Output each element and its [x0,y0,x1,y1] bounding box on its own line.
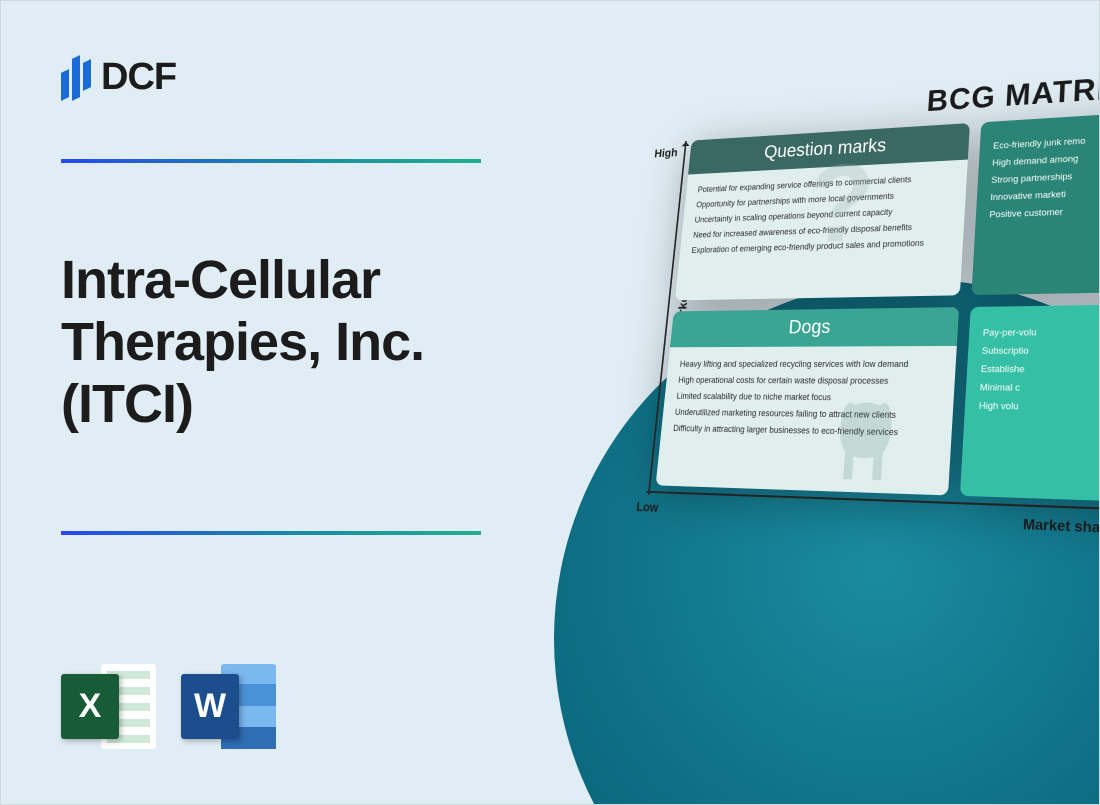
axis-y-high-label: High [654,146,678,160]
axis-y-low-label: Low [636,499,659,514]
logo-text: DCF [101,56,176,99]
bcg-matrix: BCG MATRIX High Low Market growth Market… [656,110,1100,503]
quadrant-body: Potential for expanding service offering… [678,160,968,269]
list-item: Pay-per-volu [982,323,1100,343]
list-item: Heavy lifting and specialized recycling … [679,356,943,373]
quadrant-body: Pay-per-volu Subscriptio Establishe Mini… [964,304,1100,430]
list-item: Minimal c [979,379,1100,399]
quadrant-body: Eco-friendly junk remo High demand among… [975,110,1100,235]
word-icon[interactable]: W [181,659,276,754]
matrix-grid: ? Question marks Potential for expanding… [656,110,1100,503]
divider-bottom [61,531,481,535]
page-title: Intra-CellularTherapies, Inc.(ITCI) [61,249,424,435]
quadrant-question-marks: ? Question marks Potential for expanding… [675,123,970,300]
list-item: Subscriptio [981,342,1100,361]
quadrant-cash-cows: Pay-per-volu Subscriptio Establishe Mini… [960,304,1100,503]
list-item: High operational costs for certain waste… [677,372,941,390]
logo-bars-icon [61,57,91,99]
list-item: High volu [978,398,1100,419]
file-icons: X W [61,659,276,754]
quadrant-header: Dogs [670,307,959,347]
list-item: Establishe [980,361,1100,380]
quadrant-body: Heavy lifting and specialized recycling … [660,346,957,453]
presentation-card: DCF Intra-CellularTherapies, Inc.(ITCI) … [0,0,1100,805]
list-item: Difficulty in attracting larger business… [672,421,938,443]
logo: DCF [61,56,176,99]
quadrant-stars: Eco-friendly junk remo High demand among… [971,110,1100,295]
matrix-title: BCG MATRIX [926,70,1100,119]
quadrant-dogs: Dogs Heavy lifting and specialized recyc… [656,307,960,495]
divider-top [61,159,481,163]
excel-icon[interactable]: X [61,659,156,754]
